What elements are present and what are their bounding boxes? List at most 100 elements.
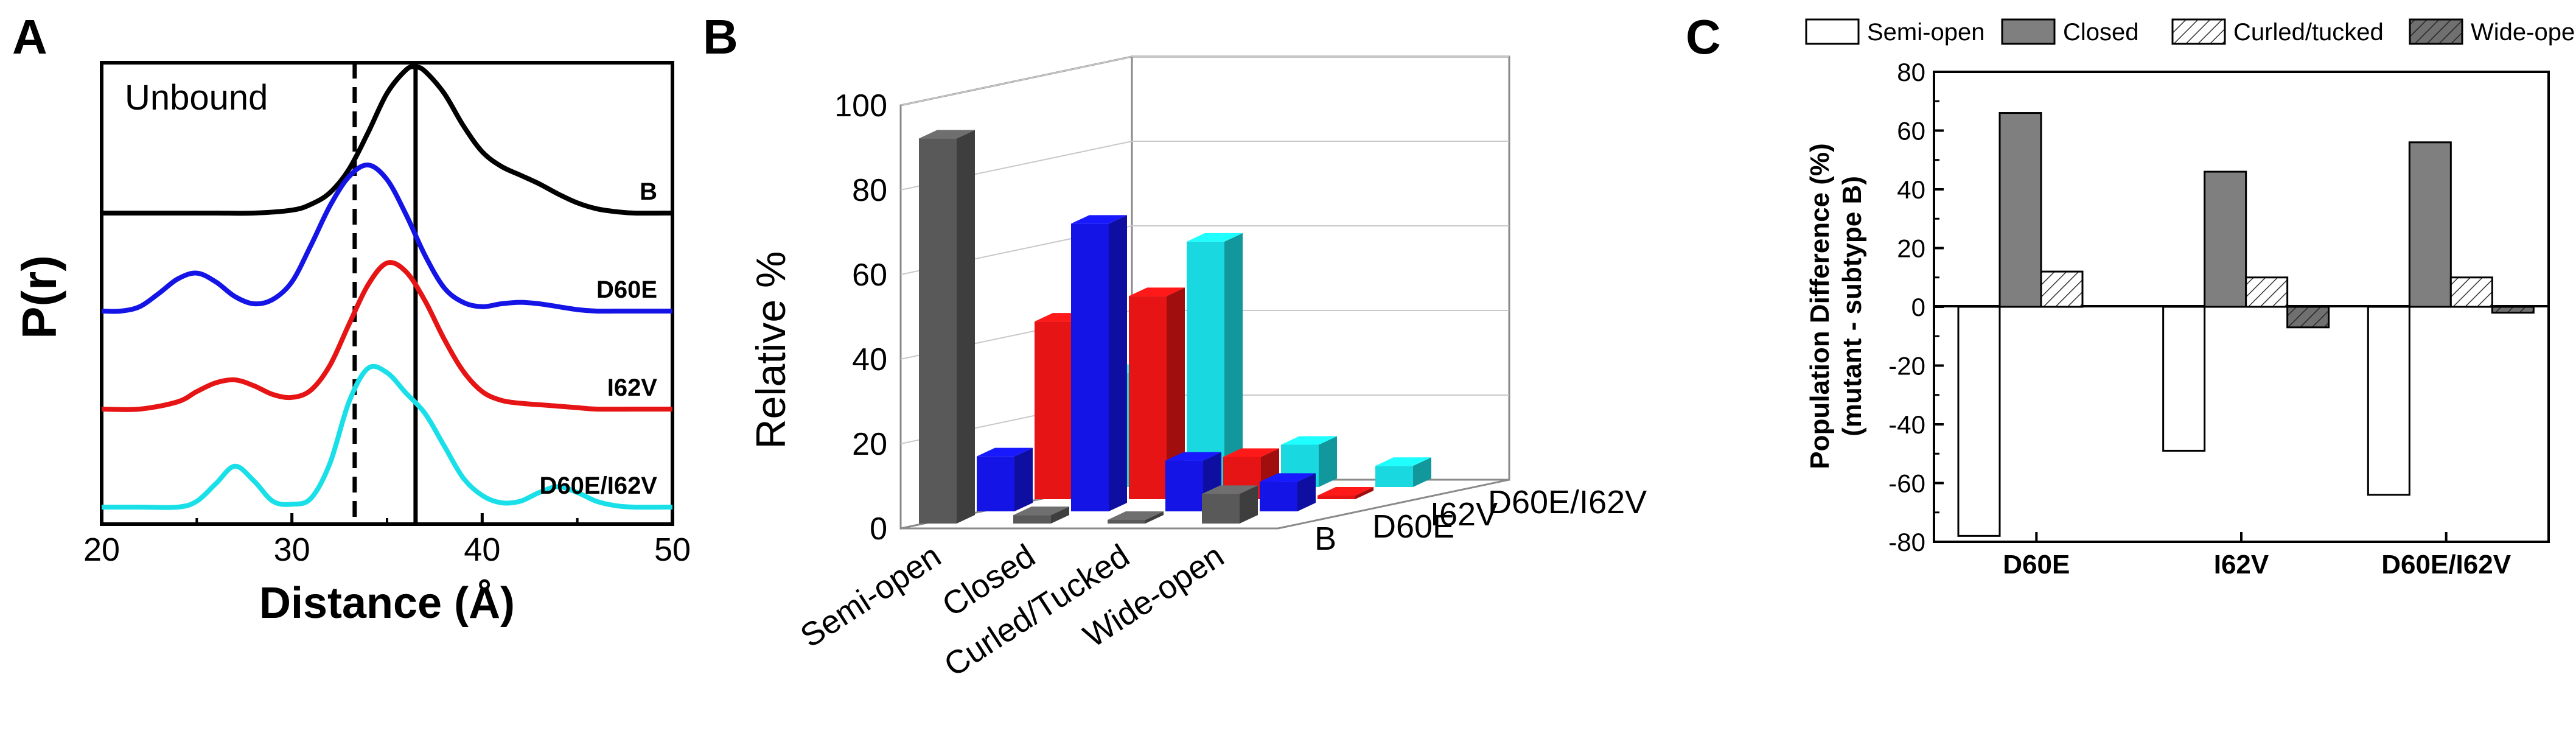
bar-front (1035, 321, 1072, 499)
panel-b-ylabel: Relative % (748, 251, 794, 449)
y-tick-label: 0 (1911, 293, 1925, 321)
bar-front (1375, 466, 1413, 487)
bar-side (1297, 473, 1316, 511)
legend-label-semi-open: Semi-open (1867, 19, 1984, 46)
y-tick-label: 60 (852, 258, 887, 293)
legend-label-wide-open: Wide-open (2471, 19, 2576, 46)
curve-label-i62v: I62V (607, 374, 658, 401)
bar-curled-tucked-i62v (2245, 276, 2289, 308)
bar-top (1223, 448, 1279, 457)
bar-top (1129, 287, 1185, 296)
panel-a-plot-frame (100, 61, 674, 526)
y-tick-label: 100 (834, 88, 887, 124)
category-label-semi-open: Semi-open (794, 538, 948, 655)
panel-b-bars (919, 130, 1431, 524)
series-label-i62v: I62V (1430, 496, 1498, 533)
y-tick-label: -60 (1888, 469, 1925, 498)
series-label-d60e: D60E (1372, 508, 1454, 545)
gridline-left (900, 56, 1133, 106)
bar-d60e-closed (1071, 215, 1127, 511)
bar-top (1187, 233, 1243, 242)
bar-d60e-semi-open (977, 447, 1033, 511)
series-label-b: B (1314, 520, 1336, 557)
panel-c-ylabel-line1: Population Difference (%) (1805, 143, 1835, 469)
bar-front (1202, 494, 1240, 524)
bar-top (1260, 473, 1316, 482)
series-label-d60e-i62v: D60E/I62V (1488, 484, 1647, 520)
bar-closed-i62v (2204, 170, 2247, 308)
y-tick-label: 20 (852, 427, 887, 462)
curve-d60e (101, 163, 672, 314)
bar-side (1109, 215, 1127, 511)
bar-b-closed (1013, 506, 1069, 524)
bar-curled-tucked-d60e-i62v (2449, 276, 2493, 308)
bar-side (1145, 511, 1164, 524)
panel-c-y-ticks: -80 -60 -40 -20 0 20 40 60 80 (1888, 58, 1944, 556)
category-label-d60e-i62v: D60E/I62V (2381, 550, 2511, 580)
bar-top (1202, 485, 1258, 494)
bar-front (1318, 496, 1355, 499)
curve-d60e-i62v (101, 363, 673, 510)
x-tick-label: 50 (654, 531, 691, 568)
x-tick-label: 30 (274, 531, 310, 568)
panel-a-ylabel: P(r) (12, 255, 66, 339)
panel-b-y-ticks: 0 20 40 60 80 100 (834, 88, 887, 547)
y-tick-label: 40 (1897, 175, 1925, 204)
panel-a-letter: A (12, 10, 47, 64)
bar-top (1165, 452, 1221, 461)
bar-front (1187, 241, 1224, 487)
bar-closed-d60e (1998, 112, 2042, 308)
bar-side (957, 130, 975, 524)
legend-label-closed: Closed (2063, 19, 2139, 46)
bar-front (1108, 520, 1145, 524)
bar-d60e-i62v-wide-open (1375, 457, 1431, 487)
bar-top (1071, 215, 1127, 224)
bar-b-semi-open (919, 130, 975, 524)
bar-wide-open-i62v (2286, 306, 2330, 329)
bar-front (1013, 515, 1051, 524)
bar-side (1240, 485, 1258, 524)
panel-c-legend: Semi-open Closed Curled/tucked Wide-open (1805, 18, 2576, 46)
bar-semi-open-d60e-i62v (2367, 306, 2410, 496)
legend-swatch-wide-open (2409, 18, 2463, 45)
curve-i62v (101, 260, 672, 412)
x-tick-label: 40 (464, 531, 500, 568)
bar-front (1165, 460, 1203, 511)
panel-a-xlabel: Distance (Å) (259, 579, 515, 628)
bar-front (1260, 482, 1297, 511)
bar-semi-open-d60e (1957, 306, 2001, 537)
panel-c-ylabel-line2: (mutant - subtype B) (1837, 176, 1867, 436)
y-tick-label: -20 (1888, 352, 1925, 380)
bar-top (1375, 457, 1431, 466)
curve-b (102, 64, 673, 216)
bar-top (1108, 511, 1164, 520)
bar-front (977, 456, 1014, 511)
bar-d60e-wide-open (1260, 473, 1316, 511)
bar-curled-tucked-d60e (2040, 270, 2084, 308)
panel-b-letter: B (703, 10, 738, 64)
bar-top (919, 130, 975, 139)
bar-side (1355, 487, 1374, 499)
bar-side (1224, 233, 1243, 487)
y-tick-label: 0 (870, 511, 887, 547)
bar-front (919, 138, 957, 524)
y-tick-label: 60 (1897, 117, 1925, 145)
bar-top (1281, 436, 1337, 445)
x-tick-label: 20 (83, 531, 120, 568)
bar-side (1051, 506, 1069, 524)
curve-label-d60e: D60E (596, 276, 657, 303)
legend-swatch-curled-tucked (2171, 18, 2226, 45)
bar-b-curled-tucked (1108, 511, 1164, 524)
y-tick-label: -40 (1888, 410, 1925, 439)
bar-wide-open-d60e-i62v (2491, 306, 2535, 314)
panel-b: B Relative % 0 20 40 60 80 100 Semi-openClose… (703, 10, 1647, 684)
y-tick-label: 80 (1897, 58, 1925, 86)
panel-c-bars (1957, 112, 2535, 537)
bar-top (977, 447, 1033, 457)
bar-top (1318, 487, 1374, 496)
legend-swatch-semi-open (1805, 18, 1860, 45)
panel-c-category-labels: D60E I62V D60E/I62V (2003, 532, 2511, 580)
